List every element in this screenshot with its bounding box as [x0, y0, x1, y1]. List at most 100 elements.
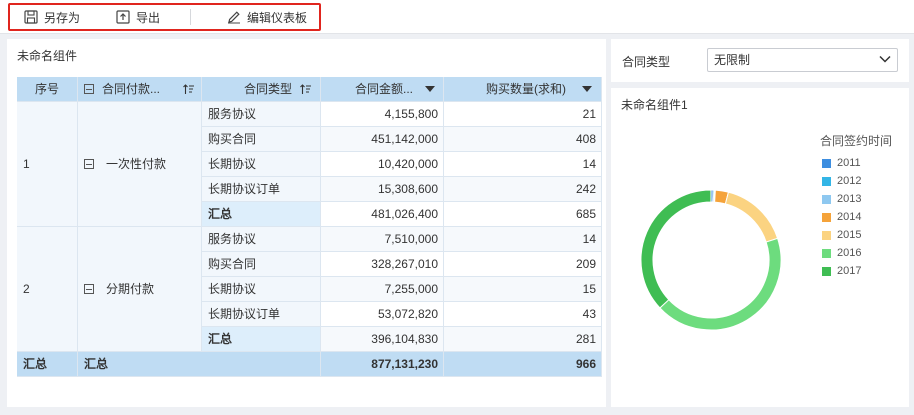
legend-label: 2013 — [837, 193, 862, 205]
header-payment[interactable]: 合同付款... — [78, 77, 202, 102]
header-amount[interactable]: 合同金额... — [321, 77, 444, 102]
header-contract-type[interactable]: 合同类型 — [202, 77, 321, 102]
legend-items: 2011 2012 2013 2014 2015 2016 2017 — [820, 154, 892, 280]
save-as-label: 另存为 — [44, 10, 81, 25]
header-quantity[interactable]: 购买数量(求和) — [444, 77, 602, 102]
legend-label: 2014 — [837, 211, 862, 223]
contract-type-cell: 服务协议 — [202, 227, 321, 252]
chevron-down-icon — [879, 55, 891, 63]
header-quantity-label: 购买数量(求和) — [486, 82, 566, 96]
collapse-icon[interactable] — [84, 159, 94, 169]
group-payment-label: 分期付款 — [106, 282, 155, 296]
quantity-cell: 408 — [444, 127, 602, 152]
legend-title: 合同签约时间 — [820, 134, 893, 148]
contract-type-cell: 购买合同 — [202, 252, 321, 277]
amount-cell: 4,155,800 — [321, 102, 444, 127]
legend-swatch — [822, 266, 831, 276]
contract-type-cell: 长期协议 — [202, 277, 321, 302]
top-bar: 另存为 导出 编辑仪表板 — [0, 0, 914, 34]
contract-type-cell: 长期协议订单 — [202, 177, 321, 202]
group-payment-label: 一次性付款 — [106, 157, 167, 171]
grand-total-quantity-cell: 966 — [444, 352, 602, 377]
chart-widget: 未命名组件1 合同签约时间 2011 2012 2013 2014 2015 2016 20… — [611, 88, 909, 407]
collapse-all-icon[interactable] — [84, 84, 94, 94]
subtotal-label-cell: 汇总 — [202, 327, 321, 352]
legend-label: 2015 — [837, 229, 862, 241]
quantity-cell: 14 — [444, 227, 602, 252]
quantity-cell: 43 — [444, 302, 602, 327]
legend-item-2016[interactable]: 2016 — [820, 244, 892, 262]
group-payment-cell[interactable]: 一次性付款 — [78, 102, 202, 227]
export-label: 导出 — [136, 10, 161, 25]
amount-cell: 396,104,830 — [321, 327, 444, 352]
toolbar-divider — [190, 9, 192, 25]
donut-chart[interactable] — [631, 180, 791, 340]
filter-selected-value: 无限制 — [714, 53, 751, 67]
sort-icon[interactable] — [300, 84, 312, 95]
legend-swatch — [822, 158, 831, 168]
header-contract-type-label: 合同类型 — [243, 82, 292, 96]
amount-cell: 451,142,000 — [321, 127, 444, 152]
edit-dashboard-label: 编辑仪表板 — [247, 10, 308, 25]
legend-item-2017[interactable]: 2017 — [820, 262, 892, 280]
amount-cell: 7,510,000 — [321, 227, 444, 252]
chart-legend: 合同签约时间 2011 2012 2013 2014 2015 2016 2017 — [820, 132, 892, 280]
legend-swatch — [822, 230, 831, 240]
legend-item-2015[interactable]: 2015 — [820, 226, 892, 244]
legend-swatch — [822, 194, 831, 204]
export-button[interactable]: 导出 — [116, 5, 160, 29]
dashboard-toolbar: 另存为 导出 编辑仪表板 — [8, 3, 321, 31]
subtotal-label-cell: 汇总 — [202, 202, 321, 227]
header-seq: 序号 — [17, 77, 78, 102]
table-widget: 未命名组件 序号 合同付款... 合同类型 合同金额... 购买数量(求和) 1 — [7, 39, 606, 407]
sort-icon[interactable] — [183, 84, 195, 95]
legend-item-2011[interactable]: 2011 — [820, 154, 892, 172]
donut-slice-2017[interactable] — [640, 189, 712, 309]
quantity-cell: 281 — [444, 327, 602, 352]
dropdown-caret-icon[interactable] — [582, 86, 592, 93]
contract-type-cell: 购买合同 — [202, 127, 321, 152]
grand-total-label-cell: 汇总 — [78, 352, 321, 377]
contract-type-cell: 长期协议 — [202, 152, 321, 177]
legend-swatch — [822, 248, 831, 258]
collapse-icon[interactable] — [84, 284, 94, 294]
group-payment-cell[interactable]: 分期付款 — [78, 227, 202, 352]
quantity-cell: 209 — [444, 252, 602, 277]
table-widget-title: 未命名组件 — [17, 49, 78, 63]
amount-cell: 7,255,000 — [321, 277, 444, 302]
amount-cell: 328,267,010 — [321, 252, 444, 277]
group-seq-cell: 1 — [17, 102, 78, 227]
amount-cell: 481,026,400 — [321, 202, 444, 227]
quantity-cell: 242 — [444, 177, 602, 202]
legend-item-2014[interactable]: 2014 — [820, 208, 892, 226]
legend-swatch — [822, 212, 831, 222]
donut-slice-2015[interactable] — [724, 191, 779, 243]
amount-cell: 53,072,820 — [321, 302, 444, 327]
legend-item-2012[interactable]: 2012 — [820, 172, 892, 190]
quantity-cell: 14 — [444, 152, 602, 177]
chart-widget-title: 未命名组件1 — [621, 98, 688, 112]
group-seq-cell: 2 — [17, 227, 78, 352]
amount-cell: 15,308,600 — [321, 177, 444, 202]
save-as-button[interactable]: 另存为 — [24, 5, 80, 29]
filter-widget: 合同类型 无限制 — [611, 39, 909, 82]
grand-total-seq-cell: 汇总 — [17, 352, 78, 377]
edit-pencil-icon — [228, 11, 241, 24]
legend-label: 2012 — [837, 175, 862, 187]
edit-dashboard-button[interactable]: 编辑仪表板 — [227, 5, 307, 29]
save-as-icon — [24, 10, 38, 24]
donut-slice-2016[interactable] — [659, 237, 782, 331]
legend-label: 2017 — [837, 265, 862, 277]
quantity-cell: 685 — [444, 202, 602, 227]
amount-cell: 10,420,000 — [321, 152, 444, 177]
legend-item-2013[interactable]: 2013 — [820, 190, 892, 208]
dropdown-caret-icon[interactable] — [425, 86, 435, 93]
grand-total-amount-cell: 877,131,230 — [321, 352, 444, 377]
export-icon — [116, 10, 130, 24]
header-amount-label: 合同金额... — [354, 82, 413, 96]
contract-type-cell: 服务协议 — [202, 102, 321, 127]
legend-label: 2016 — [837, 247, 862, 259]
quantity-cell: 21 — [444, 102, 602, 127]
table-header-row: 序号 合同付款... 合同类型 合同金额... 购买数量(求和) — [17, 77, 602, 102]
contract-type-select[interactable]: 无限制 — [707, 48, 898, 72]
